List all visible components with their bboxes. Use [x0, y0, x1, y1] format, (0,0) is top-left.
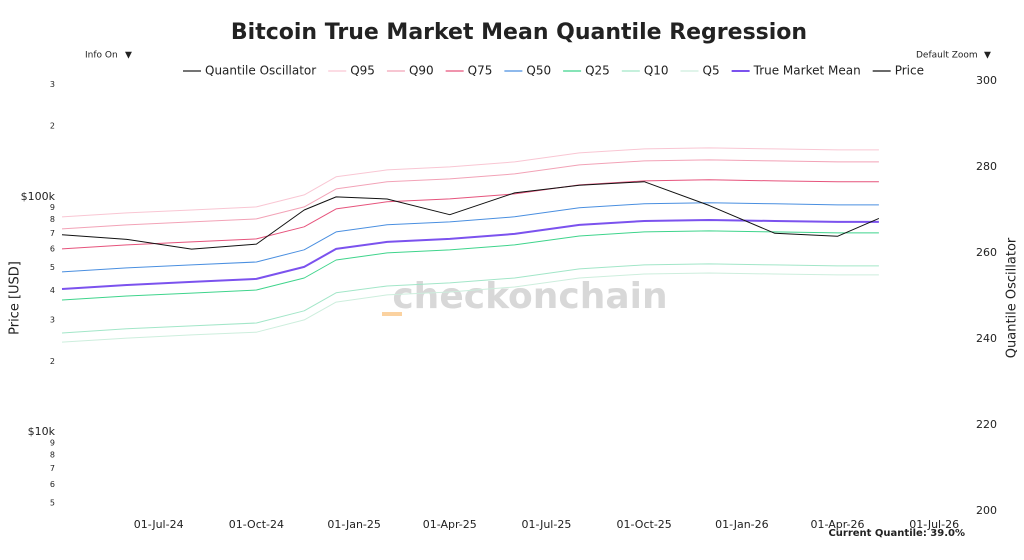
- dropdown-icon[interactable]: ▼: [125, 51, 132, 61]
- y-tick-label: 2: [50, 122, 55, 131]
- x-tick-label: 01-Jul-26: [909, 518, 959, 531]
- y2-tick-label: 200: [976, 504, 997, 517]
- y-tick-label: 3: [50, 315, 55, 324]
- x-tick-label: 01-Oct-25: [617, 518, 672, 531]
- watermark-logo: [382, 312, 402, 316]
- y-tick-label: 7: [50, 229, 55, 238]
- watermark: checkonchain: [392, 276, 667, 317]
- series-line: [61, 219, 879, 290]
- series-line: [61, 147, 879, 218]
- legend-label: Q75: [468, 64, 493, 78]
- y2-tick-label: 220: [976, 418, 997, 431]
- series-line: [61, 272, 879, 343]
- legend-label: Q5: [703, 64, 720, 78]
- y-tick-label: 5: [50, 498, 55, 507]
- y2-tick-label: 260: [976, 246, 997, 259]
- x-tick-label: 01-Jul-24: [134, 518, 184, 531]
- legend-label: Q50: [526, 64, 551, 78]
- dropdown-icon[interactable]: ▼: [984, 51, 991, 61]
- series-line: [61, 159, 879, 230]
- series-line: [61, 202, 879, 273]
- x-tick-label: 01-Jan-26: [715, 518, 769, 531]
- y-axis-label: Price [USD]: [8, 261, 23, 335]
- y-tick-label: 6: [50, 480, 55, 489]
- x-tick-label: 01-Jul-25: [522, 518, 572, 531]
- y-tick-label: 2: [50, 357, 55, 366]
- y-tick-label: $10k: [28, 425, 56, 438]
- x-tick-label: 01-Apr-25: [423, 518, 477, 531]
- y2-axis-label: Quantile Oscillator: [1005, 237, 1020, 358]
- y2-tick-label: 300: [976, 74, 997, 87]
- series-line: [61, 181, 880, 250]
- y-tick-label: 5: [50, 263, 55, 272]
- legend-label: Q10: [644, 64, 669, 78]
- y-tick-label: 4: [50, 286, 55, 295]
- info-button[interactable]: Info On: [85, 51, 118, 61]
- annotation: Current Quantile: 39.0%: [828, 528, 965, 539]
- x-tick-label: 01-Jan-25: [327, 518, 381, 531]
- x-tick-label: 01-Apr-26: [811, 518, 865, 531]
- legend-label: Q95: [350, 64, 375, 78]
- y-tick-label: 6: [50, 245, 55, 254]
- y-tick-label: 9: [50, 438, 55, 447]
- legend-label: Q90: [409, 64, 434, 78]
- y-tick-label: 3: [50, 80, 55, 89]
- y-tick-label: 7: [50, 464, 55, 473]
- legend-label: Quantile Oscillator: [205, 64, 316, 78]
- y-tick-label: $100k: [21, 190, 56, 203]
- legend-label: Q25: [585, 64, 610, 78]
- zoom-button[interactable]: Default Zoom: [916, 51, 978, 61]
- chart-title: Bitcoin True Market Mean Quantile Regres…: [231, 20, 807, 45]
- y-tick-label: 9: [50, 203, 55, 212]
- y-tick-label: 8: [50, 450, 55, 459]
- y-tick-label: 8: [50, 215, 55, 224]
- legend-label: True Market Mean: [753, 64, 861, 78]
- legend-label: Price: [895, 64, 924, 78]
- x-tick-label: 01-Oct-24: [229, 518, 284, 531]
- series-line: [61, 179, 879, 250]
- y2-tick-label: 280: [976, 160, 997, 173]
- y2-tick-label: 240: [976, 332, 997, 345]
- series-line: [61, 263, 879, 334]
- series-line: [61, 230, 879, 301]
